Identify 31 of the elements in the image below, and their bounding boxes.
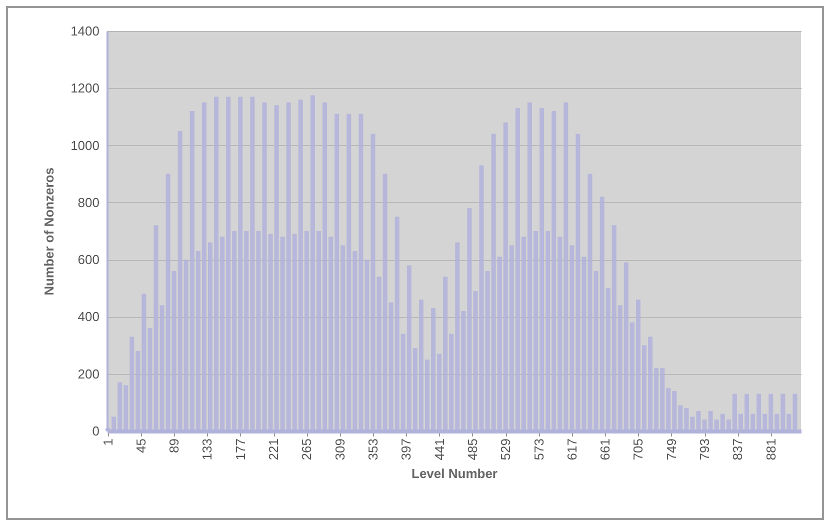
x-tick-label: 661 (598, 438, 613, 460)
x-tick-label: 749 (664, 438, 679, 460)
x-tick-label: 89 (166, 438, 182, 453)
x-tick-label: 309 (332, 438, 348, 460)
y-tick-label: 400 (78, 309, 100, 324)
x-tick-label: 45 (133, 438, 148, 453)
x-tick-label: 133 (200, 438, 215, 460)
x-tick-label: 221 (266, 438, 282, 460)
y-tick-label: 800 (78, 194, 100, 210)
x-tick-label: 397 (398, 438, 414, 460)
x-tick-label: 617 (564, 438, 580, 460)
y-tick-label: 1000 (70, 138, 100, 153)
x-tick-label: 177 (232, 438, 248, 460)
x-tick-label: 837 (730, 438, 746, 460)
y-tick-label: 0 (92, 424, 100, 438)
x-tick-label: 353 (365, 438, 380, 460)
x-tick-label: 265 (299, 438, 314, 460)
x-tick-label: 705 (630, 438, 646, 460)
x-axis-title: Level Number (412, 466, 498, 482)
x-tick-label: 793 (697, 438, 712, 460)
x-tick-label: 529 (498, 438, 514, 460)
x-tick-label: 485 (464, 438, 480, 460)
y-tick-label: 200 (78, 366, 100, 382)
x-tick-label: 1 (100, 438, 116, 446)
y-tick-label: 1200 (70, 80, 100, 96)
y-tick-label: 600 (78, 252, 100, 268)
x-tick-label: 441 (432, 438, 447, 460)
y-axis-title: Number of Nonzeros (42, 168, 57, 296)
x-tick-label: 573 (531, 438, 546, 460)
y-tick-label: 1400 (70, 24, 100, 38)
x-tick-label: 881 (763, 438, 778, 460)
